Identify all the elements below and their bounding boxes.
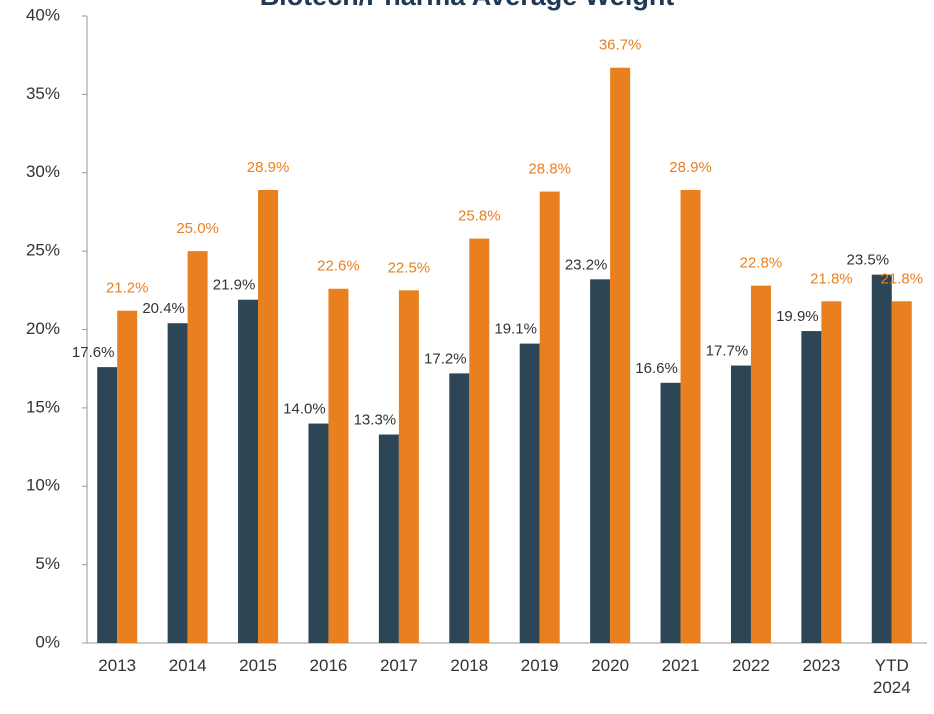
- data-label: 25.8%: [458, 208, 501, 225]
- data-label: 17.7%: [706, 343, 749, 360]
- y-tick-label: 10%: [26, 476, 60, 495]
- y-tick-label: 35%: [26, 84, 60, 103]
- x-tick-label: 2022: [732, 656, 770, 675]
- data-label: 25.0%: [176, 220, 219, 237]
- data-label: 17.6%: [72, 344, 115, 361]
- chart-title: Biotech/Pharma Average Weight: [260, 0, 675, 11]
- bar: [610, 67, 631, 644]
- bar: [258, 189, 279, 643]
- bar: [378, 434, 399, 643]
- data-label: 17.2%: [424, 350, 467, 367]
- bar: [187, 251, 208, 643]
- bar: [519, 343, 540, 643]
- data-label: 21.8%: [881, 270, 924, 287]
- data-label: 23.2%: [565, 256, 608, 273]
- data-label: 36.7%: [599, 37, 642, 54]
- data-label: 28.8%: [528, 161, 571, 178]
- bar: [750, 285, 771, 643]
- y-tick-label: 40%: [26, 5, 60, 24]
- x-tick-label: 2014: [168, 656, 207, 675]
- data-label: 22.8%: [740, 255, 783, 272]
- x-tick-label: 2021: [661, 656, 700, 675]
- bar: [660, 382, 681, 643]
- data-label: 23.5%: [847, 252, 890, 269]
- x-tick-label: 2020: [591, 656, 630, 675]
- y-tick-label: 15%: [26, 397, 60, 416]
- x-tick-label: 2013: [98, 656, 137, 675]
- bar: [801, 331, 822, 643]
- data-label: 21.8%: [810, 270, 853, 287]
- bar: [469, 238, 490, 643]
- bar: [891, 301, 912, 643]
- data-label: 21.2%: [106, 280, 149, 297]
- y-tick-label: 30%: [26, 162, 60, 181]
- bar: [539, 191, 560, 643]
- data-label: 19.9%: [776, 308, 819, 325]
- y-tick-label: 0%: [35, 632, 60, 651]
- data-label: 21.9%: [213, 277, 256, 294]
- y-tick-label: 20%: [26, 319, 60, 338]
- y-tick-label: 5%: [35, 554, 60, 573]
- y-tick-label: 25%: [26, 241, 60, 260]
- bar: [590, 279, 611, 643]
- bar: [449, 373, 470, 643]
- x-tick-label: 2016: [309, 656, 348, 675]
- x-tick-label: 2017: [379, 656, 418, 675]
- x-tick-label: 2023: [802, 656, 841, 675]
- bar: [97, 367, 118, 643]
- bar: [328, 288, 349, 643]
- bar: [167, 323, 188, 643]
- bar: [821, 301, 842, 643]
- data-label: 16.6%: [635, 360, 678, 377]
- bar: [398, 290, 419, 643]
- x-tick-label: 2015: [239, 656, 277, 675]
- bar: [730, 365, 751, 643]
- data-label: 28.9%: [247, 159, 290, 176]
- bar: [117, 310, 138, 643]
- bar: [680, 189, 701, 643]
- data-label: 28.9%: [669, 159, 712, 176]
- bar: [871, 274, 892, 643]
- x-tick-label: 2018: [450, 656, 489, 675]
- x-tick-label: YTD 2024: [872, 656, 911, 697]
- data-label: 13.3%: [354, 411, 397, 428]
- data-label: 22.5%: [388, 259, 431, 276]
- data-label: 19.1%: [494, 321, 537, 338]
- data-label: 14.0%: [283, 401, 326, 418]
- bar: [238, 299, 259, 643]
- bar: [308, 423, 329, 643]
- data-label: 22.6%: [317, 258, 360, 275]
- data-label: 20.4%: [142, 300, 185, 317]
- x-tick-label: 2019: [520, 656, 559, 675]
